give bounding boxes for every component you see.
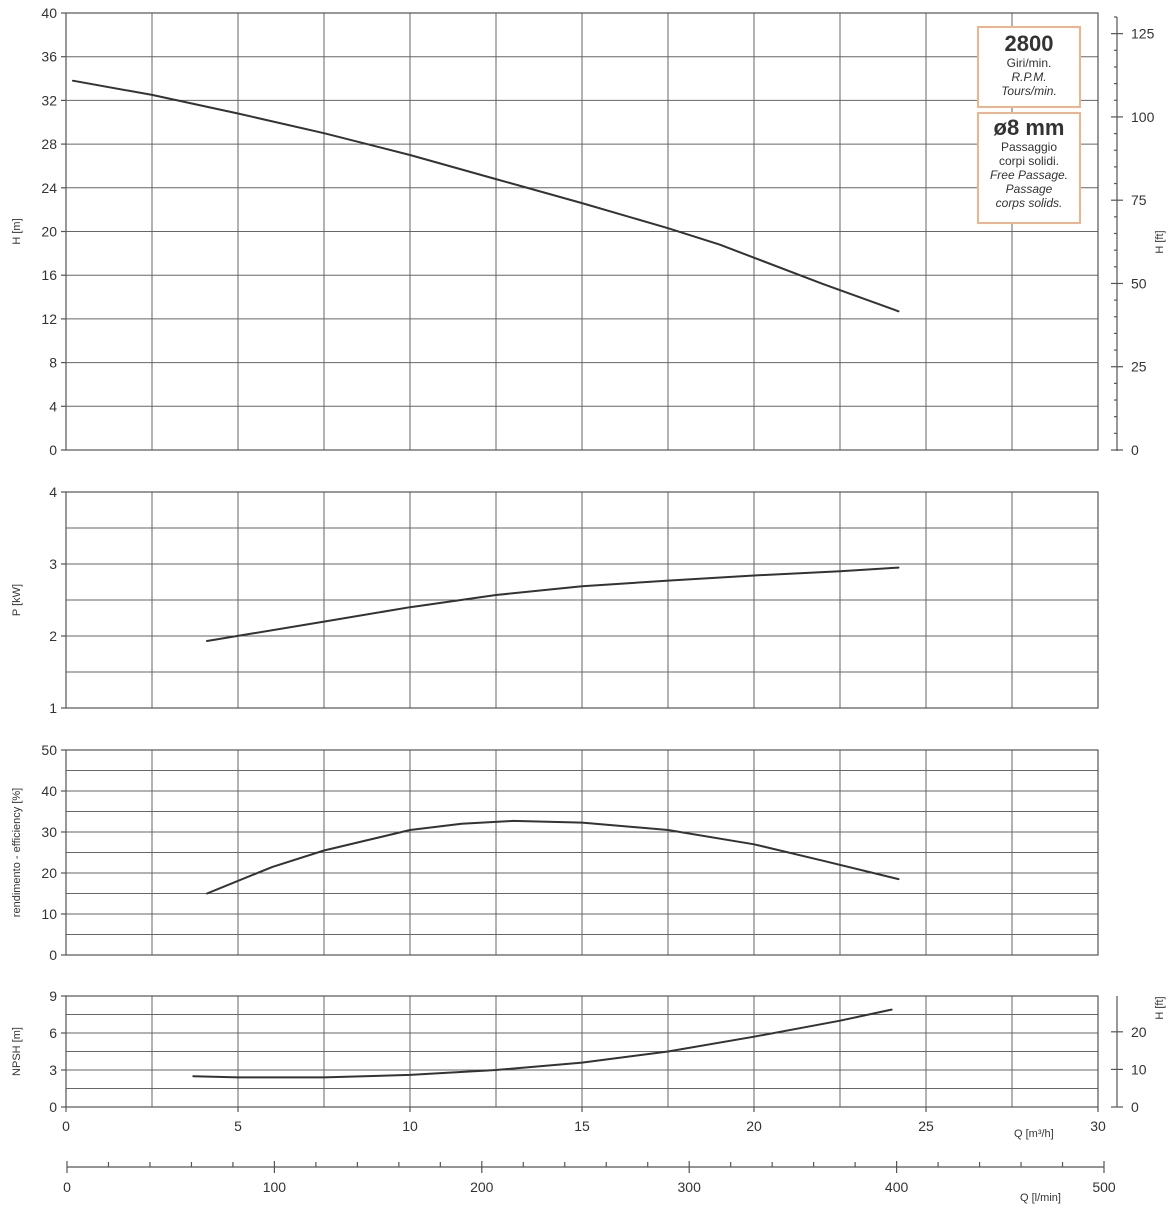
power-frame — [65, 491, 1099, 709]
panel-head: 0 4 8 12 16 20 24 28 32 36 40 H [m] 0 25 50 75 100 125 H [… — [11, 5, 1166, 458]
y-tick-label: 16 — [41, 267, 57, 283]
lpm-axis-label: Q [l/min] — [1020, 1192, 1061, 1204]
lpm-tick-label: 400 — [885, 1179, 909, 1195]
passage-line-5: corps solids. — [995, 196, 1063, 210]
right-tick-label: 20 — [1131, 1024, 1147, 1040]
x-tick-label: 0 — [62, 1118, 70, 1134]
y-tick-label: 40 — [41, 783, 57, 799]
right-tick-label: 125 — [1131, 26, 1155, 42]
rpm-value: 2800 — [1004, 31, 1054, 56]
passage-line-4: Passage — [1005, 182, 1053, 196]
y-axis-label: H [m] — [11, 218, 23, 244]
efficiency-frame — [65, 749, 1099, 956]
x-tick-label: 15 — [574, 1118, 590, 1134]
free-passage-info-box: ø8 mm Passaggio corpi solidi. Free Passa… — [977, 112, 1081, 224]
y-tick-label: 12 — [41, 311, 57, 327]
lpm-tick-label: 500 — [1092, 1179, 1116, 1195]
y-tick-label: 2 — [49, 628, 57, 644]
npsh-curve — [192, 1008, 893, 1079]
efficiency-curve — [206, 819, 900, 895]
y-tick-label: 9 — [49, 988, 57, 1004]
y-tick-label: 8 — [49, 355, 57, 371]
x-tick-label: 5 — [234, 1118, 242, 1134]
npsh-grid — [66, 996, 1098, 1107]
head-curve — [71, 79, 900, 313]
y-tick-label: 4 — [49, 398, 57, 414]
y-tick-label: 30 — [41, 824, 57, 840]
right-axis-label: H [ft] — [1154, 996, 1166, 1019]
y-axis-label: rendimento - efficiency [%] — [11, 788, 23, 917]
y-tick-label: 36 — [41, 49, 57, 65]
y-tick-label: 1 — [49, 700, 57, 716]
passage-value: ø8 mm — [993, 115, 1065, 140]
y-tick-label: 6 — [49, 1025, 57, 1041]
y-tick-label: 10 — [41, 906, 57, 922]
y-axis-label: NPSH [m] — [11, 1027, 23, 1076]
right-tick-label: 100 — [1131, 109, 1155, 125]
x-tick-label: 20 — [746, 1118, 762, 1134]
y-tick-label: 3 — [49, 1062, 57, 1078]
rpm-info-box: 2800 Giri/min. R.P.M. Tours/min. — [977, 26, 1081, 108]
x-tick-label: 30 — [1090, 1118, 1106, 1134]
x-tick-label: 25 — [918, 1118, 934, 1134]
panel-npsh: 0 3 6 9 NPSH [m] 0 10 20 H [ft] 0 5 10 15 20 25 30 Q [m³… — [11, 988, 1166, 1140]
right-tick-label: 50 — [1131, 275, 1147, 291]
right-tick-label: 0 — [1131, 442, 1139, 458]
power-grid — [66, 492, 1098, 708]
y-tick-label: 4 — [49, 484, 57, 500]
y-tick-label: 20 — [41, 865, 57, 881]
y-tick-label: 3 — [49, 556, 57, 572]
flow-lpm-axis: 0 100 200 300 400 500 Q [l/min] — [63, 1161, 1116, 1204]
right-tick-label: 25 — [1131, 359, 1147, 375]
passage-line-3: Free Passage. — [989, 168, 1069, 182]
right-tick-label: 10 — [1131, 1061, 1147, 1077]
y-tick-label: 0 — [49, 442, 57, 458]
rpm-line-2: R.P.M. — [1011, 70, 1047, 84]
passage-line-1: Passaggio — [1000, 140, 1058, 154]
x-axis-label: Q [m³/h] — [1014, 1128, 1054, 1140]
panel-power: 1 2 3 4 P [kW] — [11, 484, 1099, 716]
y-axis-label: P [kW] — [11, 584, 23, 616]
lpm-tick-label: 300 — [678, 1179, 702, 1195]
y-tick-label: 0 — [49, 947, 57, 963]
y-tick-label: 28 — [41, 136, 57, 152]
panel-efficiency: 0 10 20 30 40 50 rendimento - efficiency [%] — [11, 742, 1099, 963]
right-tick-label: 0 — [1131, 1099, 1139, 1115]
lpm-tick-label: 100 — [263, 1179, 287, 1195]
lpm-tick-label: 200 — [470, 1179, 494, 1195]
efficiency-grid — [66, 750, 1098, 955]
y-tick-label: 0 — [49, 1099, 57, 1115]
lpm-tick-label: 0 — [63, 1179, 71, 1195]
rpm-line-3: Tours/min. — [1001, 84, 1057, 98]
right-axis-label: H [ft] — [1154, 230, 1166, 253]
head-grid — [66, 13, 1098, 450]
y-tick-label: 40 — [41, 5, 57, 21]
y-tick-label: 20 — [41, 224, 57, 240]
y-tick-label: 50 — [41, 742, 57, 758]
rpm-line-1: Giri/min. — [1006, 56, 1052, 70]
y-tick-label: 24 — [41, 180, 57, 196]
right-tick-label: 75 — [1131, 192, 1147, 208]
power-curve — [206, 566, 900, 642]
passage-line-2: corpi solidi. — [998, 154, 1060, 168]
y-tick-label: 32 — [41, 92, 57, 108]
x-tick-label: 10 — [402, 1118, 418, 1134]
